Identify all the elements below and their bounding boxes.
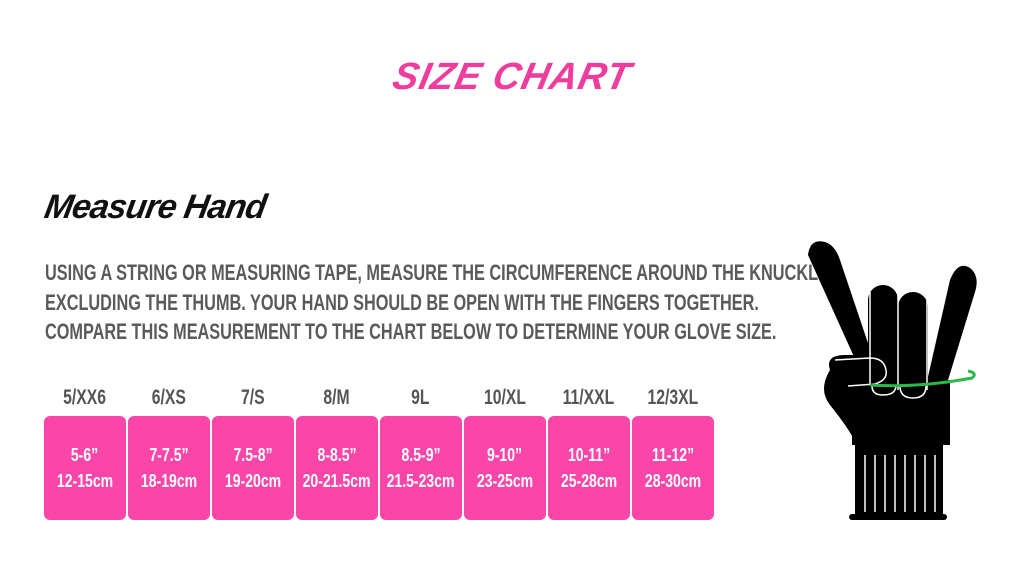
size-cm: 25-28cm: [560, 471, 617, 491]
size-cm: 19-20cm: [224, 471, 281, 491]
size-cm: 28-30cm: [644, 471, 701, 491]
page-title: SIZE CHART: [388, 56, 636, 98]
instructions: Using a string or measuring tape, measur…: [45, 258, 845, 347]
size-column: 5/XX6 5-6” 12-15cm: [44, 386, 126, 520]
size-box: 7-7.5” 18-19cm: [128, 416, 210, 520]
size-inches: 5-6”: [71, 445, 99, 465]
section-title: Measure Hand: [41, 188, 269, 226]
size-column: 9L 8.5-9” 21.5-23cm: [380, 386, 462, 520]
size-box: 5-6” 12-15cm: [44, 416, 126, 520]
size-box: 11-12” 28-30cm: [632, 416, 714, 520]
size-column: 12/3XL 11-12” 28-30cm: [632, 386, 714, 520]
size-box: 9-10” 23-25cm: [464, 416, 546, 520]
size-inches: 10-11”: [567, 445, 610, 465]
size-table: 5/XX6 5-6” 12-15cm 6/XS 7-7.5” 18-19cm 7/S 7…: [44, 386, 714, 520]
size-column: 7/S 7.5-8” 19-20cm: [212, 386, 294, 520]
size-column: 11/XXL 10-11” 25-28cm: [548, 386, 630, 520]
size-label: 12/3XL: [647, 386, 699, 409]
size-box: 10-11” 25-28cm: [548, 416, 630, 520]
size-label: 7/S: [240, 386, 265, 409]
glove-hand-icon: [808, 241, 977, 520]
size-cm: 20-21.5cm: [302, 471, 371, 491]
size-column: 10/XL 9-10” 23-25cm: [464, 386, 546, 520]
size-inches: 7-7.5”: [149, 445, 189, 465]
size-inches: 8.5-9”: [401, 445, 441, 465]
size-inches: 8-8.5”: [317, 445, 357, 465]
size-column: 8/M 8-8.5” 20-21.5cm: [296, 386, 378, 520]
size-inches: 7.5-8”: [233, 445, 273, 465]
size-cm: 23-25cm: [476, 471, 533, 491]
size-inches: 11-12”: [651, 445, 694, 465]
size-box: 8-8.5” 20-21.5cm: [296, 416, 378, 520]
instruction-line: excluding the thumb. Your hand should be…: [45, 289, 759, 315]
instruction-line: Compare this measurement to the chart be…: [45, 319, 777, 344]
size-label: 6/XS: [151, 386, 186, 409]
size-column: 6/XS 7-7.5” 18-19cm: [128, 386, 210, 520]
size-label: 5/XX6: [63, 386, 107, 409]
size-label: 10/XL: [483, 386, 526, 409]
size-box: 7.5-8” 19-20cm: [212, 416, 294, 520]
instruction-line: Using a string or measuring tape, measur…: [45, 260, 845, 285]
size-box: 8.5-9” 21.5-23cm: [380, 416, 462, 520]
size-cm: 12-15cm: [56, 471, 113, 491]
size-label: 11/XXL: [562, 386, 615, 409]
size-cm: 18-19cm: [140, 471, 197, 491]
size-inches: 9-10”: [487, 445, 523, 465]
size-cm: 21.5-23cm: [386, 471, 455, 491]
size-label: 9L: [411, 386, 430, 409]
size-label: 8/M: [323, 386, 350, 409]
